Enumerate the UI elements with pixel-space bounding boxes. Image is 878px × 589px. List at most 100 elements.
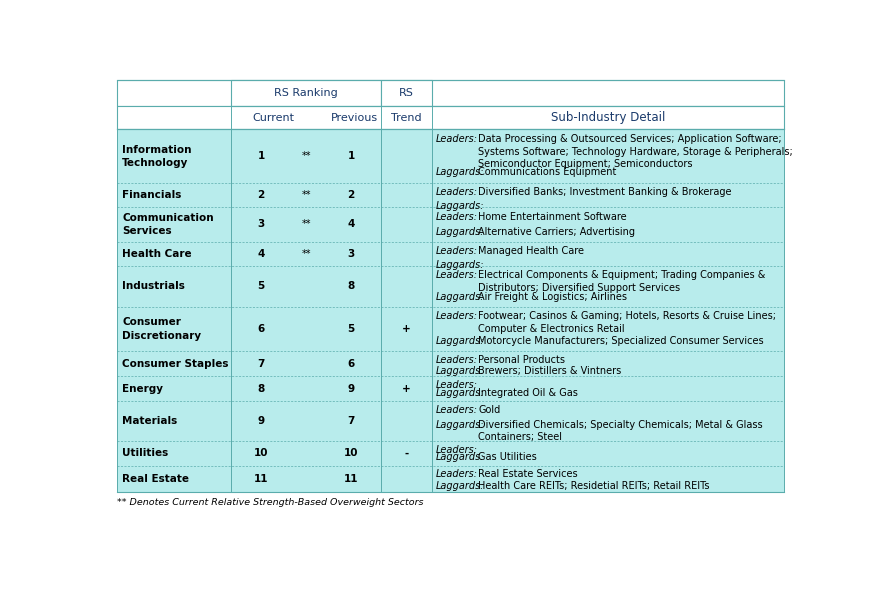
Text: Communication
Services: Communication Services [122, 213, 213, 236]
Text: Laggards:: Laggards: [435, 481, 484, 491]
Text: Air Freight & Logistics; Airlines: Air Freight & Logistics; Airlines [478, 293, 627, 303]
Text: Laggards:: Laggards: [435, 201, 484, 211]
Text: Leaders:: Leaders: [435, 134, 477, 144]
Text: Health Care REITs; Residetial REITs; Retail REITs: Health Care REITs; Residetial REITs; Ret… [478, 481, 709, 491]
Text: 9: 9 [347, 383, 354, 393]
Text: Leaders:: Leaders: [435, 405, 477, 415]
Text: Financials: Financials [122, 190, 181, 200]
Text: Leaders:: Leaders: [435, 445, 477, 455]
Text: Information
Technology: Information Technology [122, 145, 191, 168]
Bar [117, 376, 783, 401]
Text: 5: 5 [347, 324, 354, 334]
Text: Leaders:: Leaders: [435, 270, 477, 280]
Text: RS Ranking: RS Ranking [274, 88, 337, 98]
Text: -: - [404, 448, 408, 458]
Text: 7: 7 [347, 416, 355, 426]
Bar [117, 183, 783, 207]
Text: 1: 1 [347, 151, 354, 161]
Text: Laggards:: Laggards: [435, 366, 484, 376]
Text: Electrical Components & Equipment; Trading Companies &
Distributors; Diversified: Electrical Components & Equipment; Tradi… [478, 270, 765, 293]
Text: Previous: Previous [330, 112, 378, 123]
Text: 7: 7 [257, 359, 264, 369]
Text: Laggards:: Laggards: [435, 420, 484, 430]
Text: Laggards:: Laggards: [435, 388, 484, 398]
Text: Sub-Industry Detail: Sub-Industry Detail [551, 111, 665, 124]
Text: Leaders:: Leaders: [435, 187, 477, 197]
Text: 2: 2 [257, 190, 264, 200]
Text: Current: Current [252, 112, 294, 123]
Text: 4: 4 [257, 249, 264, 259]
Text: +: + [402, 324, 410, 334]
Text: Leaders:: Leaders: [435, 380, 477, 391]
Text: Real Estate: Real Estate [122, 474, 189, 484]
Text: RS: RS [399, 88, 414, 98]
Text: 11: 11 [254, 474, 268, 484]
Bar [117, 130, 783, 183]
Text: Laggards:: Laggards: [435, 452, 484, 462]
Text: Materials: Materials [122, 416, 177, 426]
Text: 3: 3 [257, 220, 264, 230]
Bar [117, 242, 783, 266]
Bar [117, 306, 783, 351]
Text: Laggards:: Laggards: [435, 167, 484, 177]
Text: 9: 9 [257, 416, 264, 426]
Text: Energy: Energy [122, 383, 163, 393]
Text: 1: 1 [257, 151, 264, 161]
Bar [117, 105, 783, 130]
Text: 10: 10 [254, 448, 268, 458]
Bar [117, 351, 783, 376]
Text: Leaders:: Leaders: [435, 469, 477, 479]
Text: Diversified Chemicals; Specialty Chemicals; Metal & Glass
Containers; Steel: Diversified Chemicals; Specialty Chemica… [478, 420, 762, 442]
Text: Consumer
Discretionary: Consumer Discretionary [122, 317, 201, 340]
Text: 8: 8 [257, 383, 264, 393]
Text: Laggards:: Laggards: [435, 227, 484, 237]
Text: Consumer Staples: Consumer Staples [122, 359, 228, 369]
Bar [380, 80, 432, 105]
Text: Personal Products: Personal Products [478, 355, 565, 365]
Bar [117, 207, 783, 242]
Text: Real Estate Services: Real Estate Services [478, 469, 578, 479]
Text: Utilities: Utilities [122, 448, 169, 458]
Bar [117, 80, 783, 105]
Text: Brewers; Distillers & Vintners: Brewers; Distillers & Vintners [478, 366, 621, 376]
Text: Footwear; Casinos & Gaming; Hotels, Resorts & Cruise Lines;
Computer & Electroni: Footwear; Casinos & Gaming; Hotels, Reso… [478, 312, 775, 334]
Text: Leaders:: Leaders: [435, 312, 477, 322]
Text: 2: 2 [347, 190, 354, 200]
Text: Laggards:: Laggards: [435, 293, 484, 303]
Text: Leaders:: Leaders: [435, 246, 477, 256]
Text: 3: 3 [347, 249, 354, 259]
Text: Laggards:: Laggards: [435, 260, 484, 270]
Text: Communications Equipment: Communications Equipment [478, 167, 616, 177]
Text: 10: 10 [343, 448, 358, 458]
Text: 6: 6 [347, 359, 354, 369]
Bar [117, 266, 783, 306]
Text: Leaders:: Leaders: [435, 211, 477, 221]
Text: Integrated Oil & Gas: Integrated Oil & Gas [478, 388, 578, 398]
Text: **: ** [301, 249, 311, 259]
Text: ** Denotes Current Relative Strength-Based Overweight Sectors: ** Denotes Current Relative Strength-Bas… [117, 498, 422, 507]
Text: Home Entertainment Software: Home Entertainment Software [478, 211, 626, 221]
Text: Trend: Trend [391, 112, 421, 123]
Bar [117, 466, 783, 492]
Text: Laggards:: Laggards: [435, 336, 484, 346]
Text: Health Care: Health Care [122, 249, 191, 259]
Text: **: ** [301, 220, 311, 230]
Text: 8: 8 [347, 281, 354, 291]
Text: Diversified Banks; Investment Banking & Brokerage: Diversified Banks; Investment Banking & … [478, 187, 731, 197]
Text: Gas Utilities: Gas Utilities [478, 452, 536, 462]
Bar [117, 401, 783, 441]
Text: Motorcycle Manufacturers; Specialized Consumer Services: Motorcycle Manufacturers; Specialized Co… [478, 336, 763, 346]
Text: **: ** [301, 190, 311, 200]
Text: Managed Health Care: Managed Health Care [478, 246, 584, 256]
Text: 4: 4 [347, 220, 355, 230]
Text: Industrials: Industrials [122, 281, 184, 291]
Text: +: + [402, 383, 410, 393]
Text: 5: 5 [257, 281, 264, 291]
Text: Data Processing & Outsourced Services; Application Software;
Systems Software; T: Data Processing & Outsourced Services; A… [478, 134, 792, 169]
Text: Gold: Gold [478, 405, 500, 415]
Text: **: ** [301, 151, 311, 161]
Text: 11: 11 [343, 474, 358, 484]
Bar [231, 80, 380, 105]
Text: Alternative Carriers; Advertising: Alternative Carriers; Advertising [478, 227, 635, 237]
Text: Leaders:: Leaders: [435, 355, 477, 365]
